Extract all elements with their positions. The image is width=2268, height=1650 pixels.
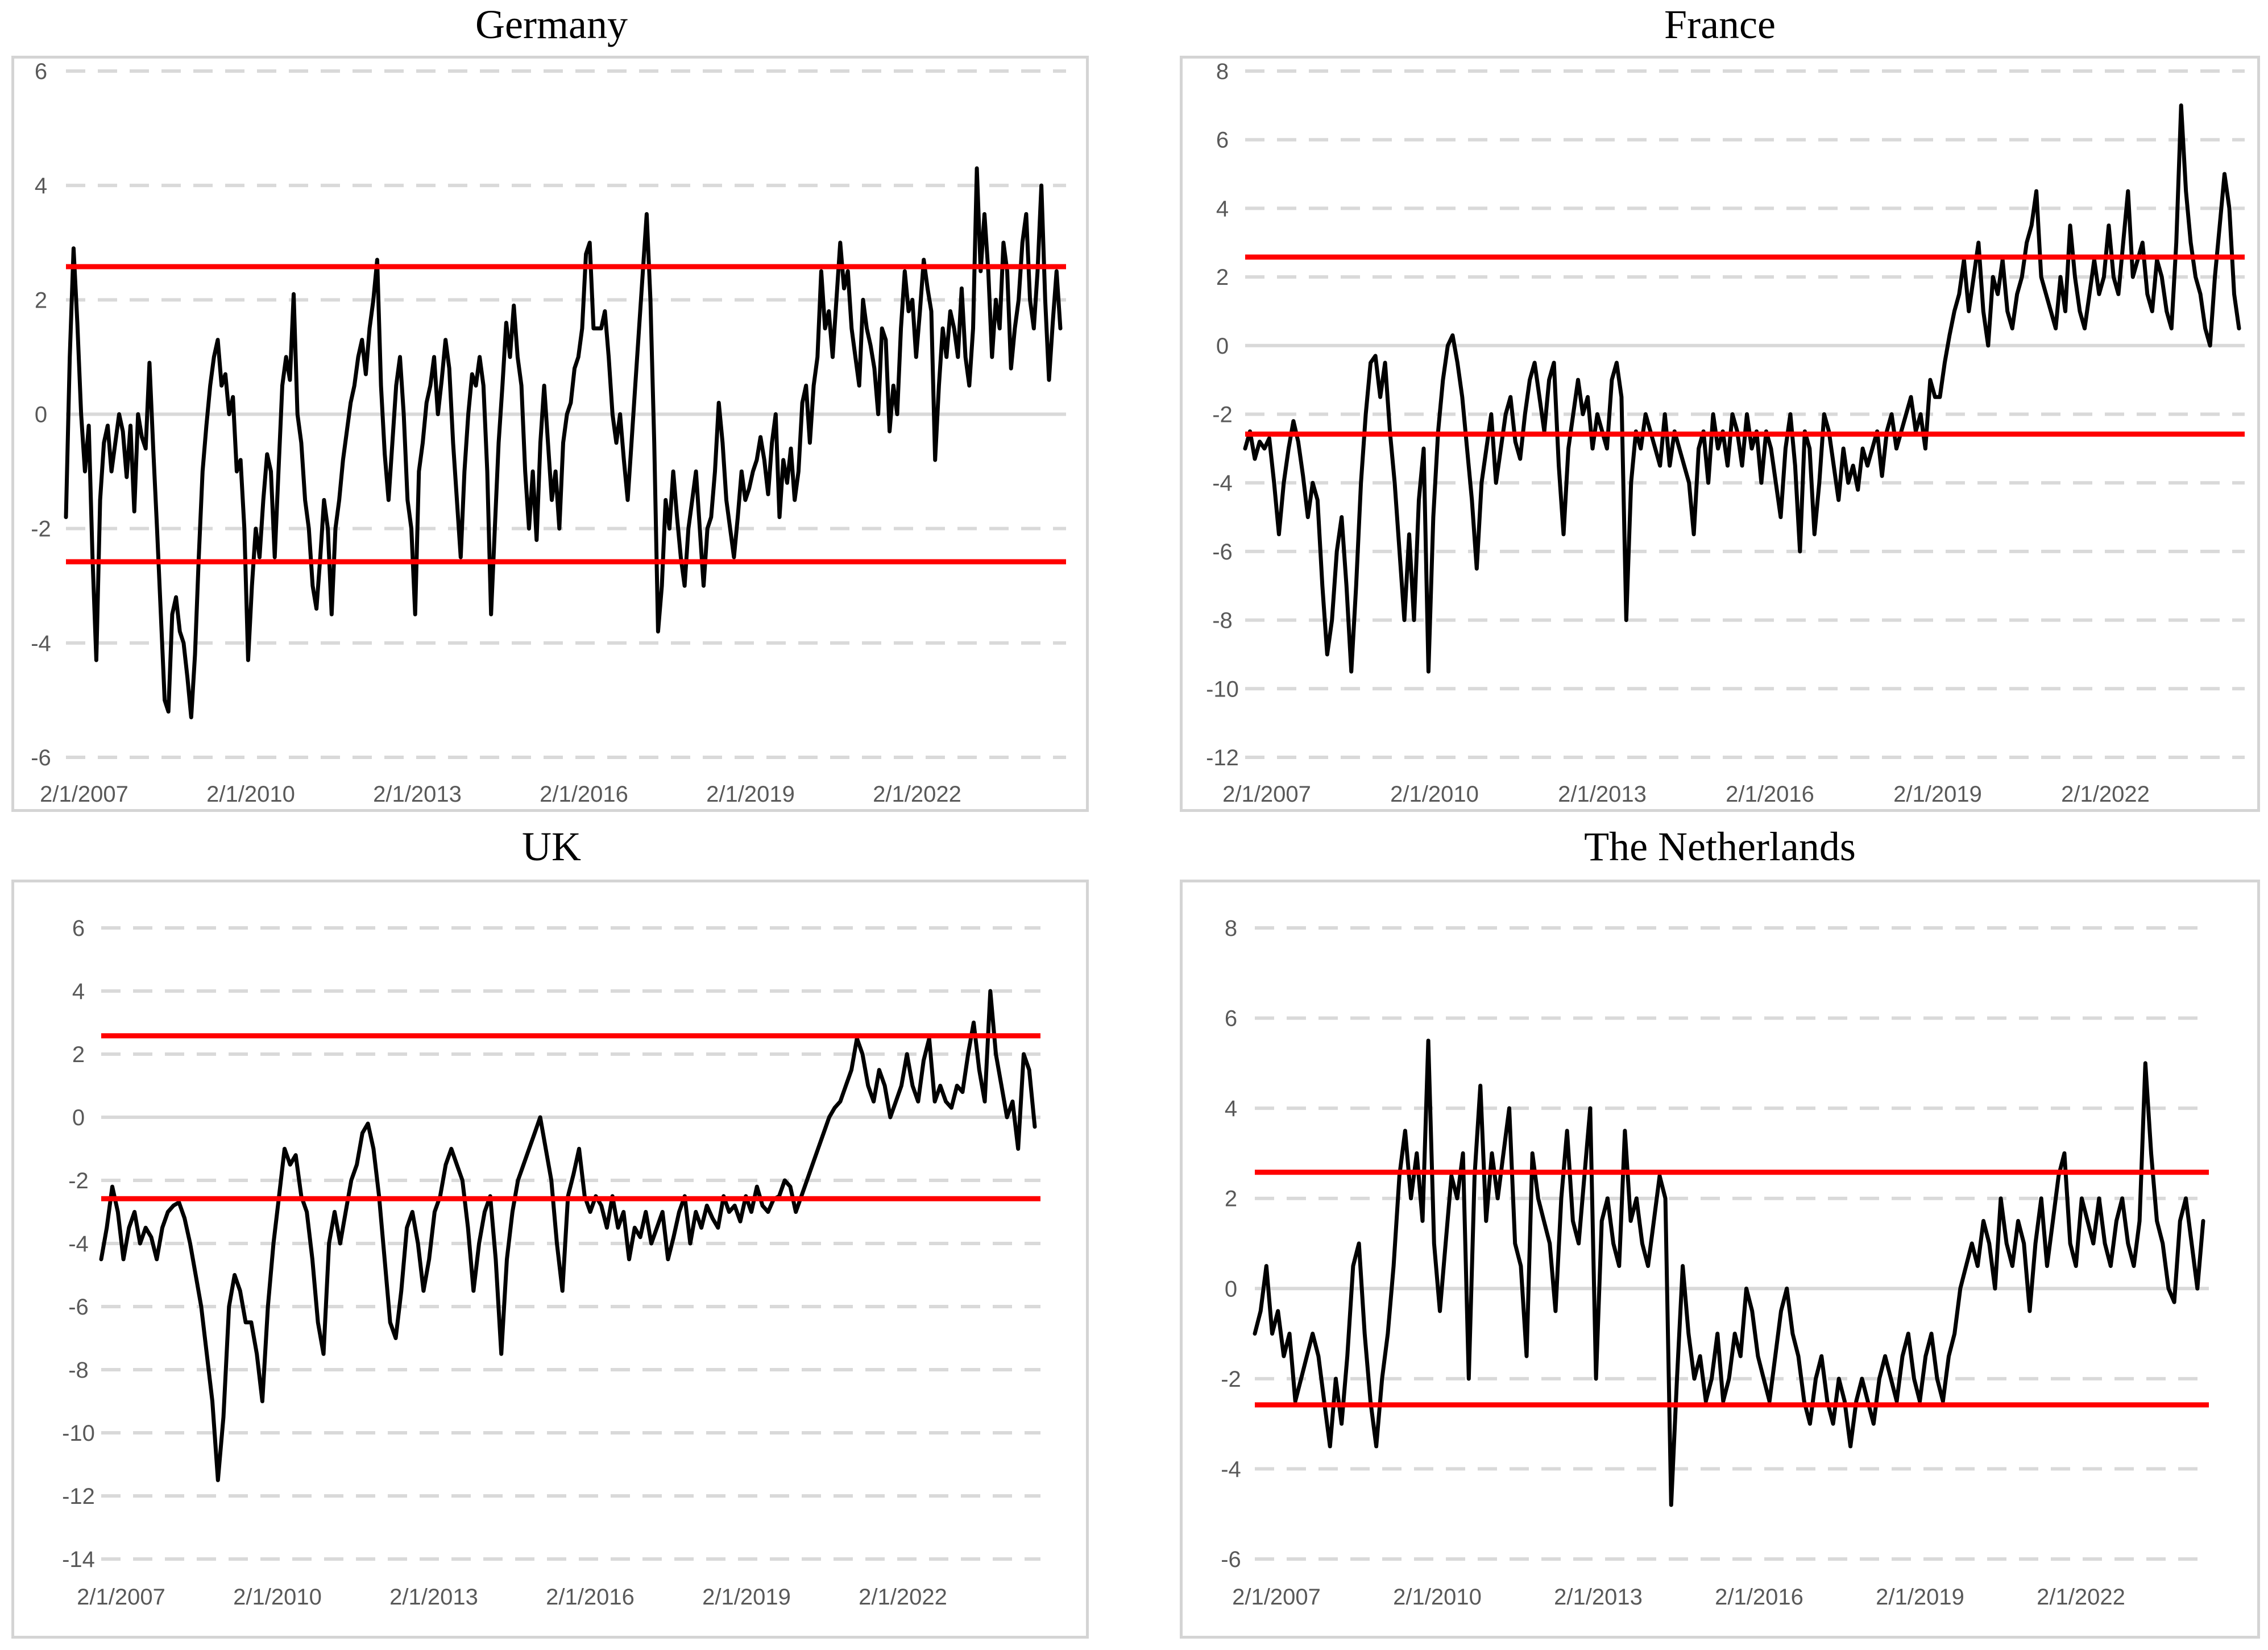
y-tick-label: -14	[62, 1547, 95, 1572]
x-tick-label: 2/1/2010	[233, 1585, 322, 1610]
x-tick-label: 2/1/2007	[40, 782, 128, 807]
y-tick-label: 0	[72, 1105, 85, 1130]
y-tick-label: -10	[62, 1421, 95, 1446]
x-tick-label: 2/1/2019	[1893, 782, 1982, 807]
y-tick-label: 6	[35, 59, 47, 84]
y-tick-label: 6	[72, 916, 85, 941]
x-tick-label: 2/1/2007	[77, 1585, 165, 1610]
y-tick-label: -6	[68, 1295, 89, 1320]
y-tick-label: -12	[1206, 745, 1239, 770]
y-tick-label: 0	[1216, 334, 1229, 359]
x-tick-label: 2/1/2016	[546, 1585, 635, 1610]
x-tick-label: 2/1/2010	[1393, 1585, 1482, 1610]
y-tick-label: -10	[1206, 677, 1239, 702]
y-tick-label: 4	[35, 173, 47, 198]
y-tick-label: 2	[72, 1042, 85, 1067]
x-tick-label: 2/1/2010	[206, 782, 295, 807]
y-tick-label: -4	[1221, 1457, 1241, 1482]
y-tick-label: -6	[1221, 1547, 1241, 1572]
x-tick-label: 2/1/2016	[1715, 1585, 1803, 1610]
x-tick-label: 2/1/2022	[2037, 1585, 2125, 1610]
y-tick-label: 8	[1225, 916, 1237, 941]
x-tick-label: 2/1/2019	[702, 1585, 791, 1610]
y-tick-label: -4	[31, 631, 51, 656]
y-tick-label: -12	[62, 1484, 95, 1509]
y-tick-label: -4	[1212, 471, 1233, 496]
x-tick-label: 2/1/2016	[540, 782, 628, 807]
chart-title-germany: Germany	[475, 2, 628, 47]
y-tick-label: 2	[1225, 1187, 1237, 1212]
x-tick-label: 2/1/2007	[1232, 1585, 1321, 1610]
y-tick-label: -8	[68, 1358, 89, 1383]
chart-title-uk: UK	[522, 824, 581, 869]
y-tick-label: 2	[35, 288, 47, 313]
x-tick-label: 2/1/2022	[2061, 782, 2150, 807]
x-tick-label: 2/1/2007	[1222, 782, 1311, 807]
y-tick-label: 0	[1225, 1276, 1237, 1301]
y-tick-label: 6	[1216, 128, 1229, 153]
series-line-germany	[64, 166, 1063, 720]
x-tick-label: 2/1/2013	[1554, 1585, 1643, 1610]
y-tick-label: 2	[1216, 265, 1229, 290]
y-tick-label: 6	[1225, 1006, 1237, 1031]
series-line-the-netherlands	[1253, 1038, 2205, 1507]
y-tick-label: 8	[1216, 59, 1229, 84]
x-tick-label: 2/1/2022	[873, 782, 961, 807]
y-tick-label: -6	[1212, 540, 1233, 565]
y-tick-label: -4	[68, 1232, 89, 1257]
chart-frame-germany	[11, 56, 1089, 812]
y-tick-label: -8	[1212, 608, 1233, 633]
y-tick-label: 0	[35, 403, 47, 428]
y-tick-label: -2	[1212, 403, 1233, 428]
x-tick-label: 2/1/2013	[389, 1585, 478, 1610]
x-tick-label: 2/1/2010	[1390, 782, 1479, 807]
y-tick-label: -2	[1221, 1367, 1241, 1392]
y-tick-label: 4	[1216, 196, 1229, 221]
y-tick-label: -2	[31, 517, 51, 542]
x-tick-label: 2/1/2016	[1726, 782, 1814, 807]
y-tick-label: -6	[31, 745, 51, 770]
x-tick-label: 2/1/2022	[859, 1585, 947, 1610]
y-tick-label: 4	[1225, 1096, 1237, 1121]
x-tick-label: 2/1/2013	[1558, 782, 1647, 807]
series-line-france	[1243, 103, 2241, 674]
x-tick-label: 2/1/2019	[1876, 1585, 1964, 1610]
x-tick-label: 2/1/2013	[373, 782, 462, 807]
y-tick-label: 4	[72, 979, 85, 1004]
x-tick-label: 2/1/2019	[706, 782, 795, 807]
y-tick-label: -2	[68, 1168, 89, 1193]
chart-title-france: France	[1664, 2, 1776, 47]
chart-title-the-netherlands: The Netherlands	[1584, 824, 1856, 869]
